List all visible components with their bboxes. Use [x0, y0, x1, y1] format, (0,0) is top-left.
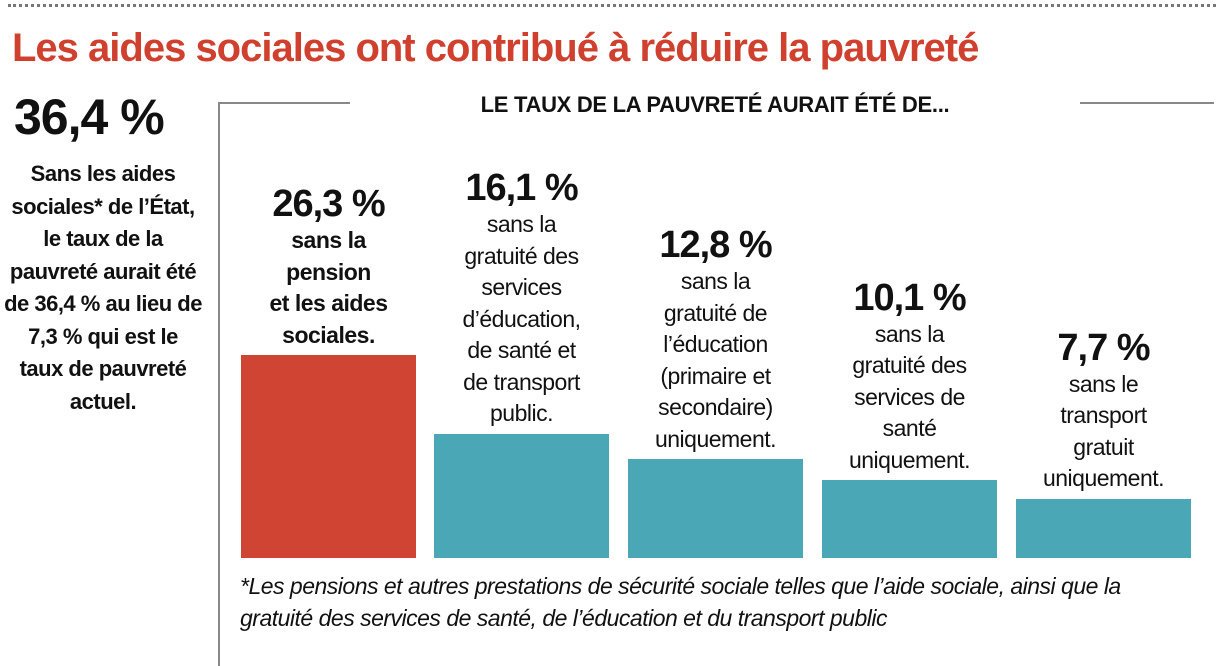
footnote: *Les pensions et autres prestations de s…	[240, 573, 1121, 631]
frame-line-right	[1080, 102, 1214, 104]
page-title: Les aides sociales ont contribué à rédui…	[12, 26, 979, 70]
side-description: Sans les aides sociales* de l’État, le t…	[4, 161, 202, 414]
dotted-divider	[8, 4, 1216, 7]
bar-label: 12,8 % sans la gratuité de l’éducation (prim…	[616, 224, 816, 455]
bar-label: 7,7 % sans le transport gratuit uniquement.	[1004, 327, 1204, 495]
bar	[822, 480, 997, 558]
category-label-line: uniquement.	[654, 425, 777, 452]
category-label-line: sans la	[486, 211, 557, 238]
category-label-line: sans la	[680, 268, 751, 295]
category-label-line: services de	[854, 383, 965, 410]
category-label-line: de transport	[463, 368, 580, 395]
category-label-line: public.	[490, 400, 553, 427]
headline-value: 36,4 %	[14, 89, 165, 145]
chart-title: LE TAUX DE LA PAUVRETÉ AURAIT ÉTÉ DE...	[480, 92, 950, 117]
category-label-line: (primaire et	[660, 362, 771, 389]
category-label-line: de santé et	[467, 337, 576, 364]
bar	[628, 459, 803, 558]
value-label: 7,7 %	[1057, 326, 1150, 369]
category-label-line: sans la	[874, 320, 945, 347]
category-label-line: services	[481, 274, 562, 301]
category-label-line: et les aides	[269, 290, 388, 316]
category-label-line: secondaire)	[658, 394, 773, 421]
category-label-line: gratuité de	[663, 299, 768, 326]
bar-label: 16,1 % sans la gratuité des services d’éduca…	[422, 167, 622, 430]
category-label-line: santé	[882, 415, 937, 442]
category-label-line: l’éducation	[663, 331, 768, 358]
bar	[241, 355, 416, 558]
bar-label: 26,3 % sans la pension et les aides sociales…	[229, 183, 429, 351]
category-label-line: sans la	[291, 227, 366, 253]
value-label: 12,8 %	[659, 224, 772, 267]
value-label: 16,1 %	[465, 167, 578, 210]
category-label-line: gratuité des	[852, 352, 967, 379]
category-label-line: uniquement.	[1042, 465, 1165, 492]
frame-line-vertical	[218, 102, 220, 666]
frame-line-left	[218, 102, 350, 104]
bar	[1016, 498, 1191, 558]
value-label: 26,3 %	[272, 183, 385, 225]
category-label-line: gratuité des	[464, 242, 579, 269]
category-label-line: sociales.	[282, 321, 375, 348]
bar	[434, 433, 609, 558]
category-label-line: d’éducation,	[462, 305, 581, 332]
category-label-line: transport	[1060, 402, 1147, 429]
category-label-line: gratuit	[1073, 433, 1134, 460]
category-label-line: sans le	[1068, 370, 1139, 397]
category-label-line: pension	[286, 258, 371, 285]
value-label: 10,1 %	[853, 276, 966, 319]
bar-label: 10,1 % sans la gratuité des services de sant…	[810, 277, 1010, 477]
category-label-line: uniquement.	[848, 446, 971, 473]
